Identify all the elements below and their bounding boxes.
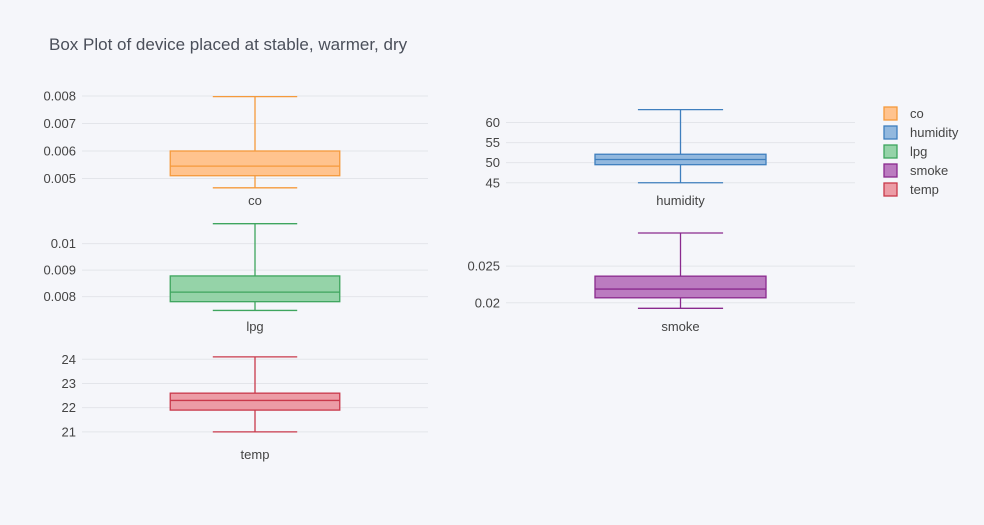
y-tick-label-humidity: 60 [486,115,500,130]
x-category-label-smoke: smoke [661,319,699,334]
subplot-smoke: 0.02 0.025 smoke [467,232,855,334]
chart-title: Box Plot of device placed at stable, war… [49,35,408,54]
y-tick-label-humidity: 55 [486,135,500,150]
subplot-co: 0.005 0.006 0.007 0.008 co [43,89,428,208]
y-tick-label-temp: 24 [62,352,76,367]
y-tick-label-temp: 21 [62,424,76,439]
legend-item-co[interactable]: co [883,106,924,121]
legend-label-temp: temp [910,182,939,197]
y-tick-label-lpg: 0.008 [43,289,76,304]
y-tick-label-co: 0.006 [43,143,76,158]
y-tick-label-humidity: 45 [486,175,500,190]
legend-item-smoke[interactable]: smoke [883,163,948,178]
legend-item-humidity[interactable]: humidity [883,125,959,140]
y-tick-label-temp: 22 [62,400,76,415]
y-tick-label-smoke: 0.02 [475,295,500,310]
y-tick-label-lpg: 0.009 [43,263,76,278]
y-tick-label-temp: 23 [62,376,76,391]
x-category-label-temp: temp [241,447,270,462]
legend-swatch-co [883,106,898,121]
subplot-lpg: 0.008 0.009 0.01 lpg [43,223,428,334]
legend-swatch-smoke [883,163,898,178]
legend-swatch-humidity [883,125,898,140]
legend-label-lpg: lpg [910,144,927,159]
x-category-label-humidity: humidity [656,193,705,208]
y-tick-label-smoke: 0.025 [467,259,500,274]
box-temp[interactable] [169,392,341,411]
subplot-humidity: 45 50 55 60 humidity [486,108,855,208]
legend[interactable]: co humidity lpg smoke temp [883,106,959,197]
legend-label-co: co [910,106,924,121]
box-smoke[interactable] [594,275,767,299]
box-lpg[interactable] [169,275,341,303]
subplot-temp: 21 22 23 24 temp [62,352,428,462]
y-tick-label-co: 0.007 [43,116,76,131]
x-category-label-lpg: lpg [246,319,263,334]
legend-item-lpg[interactable]: lpg [883,144,927,159]
legend-swatch-lpg [883,144,898,159]
legend-item-temp[interactable]: temp [883,182,939,197]
y-tick-label-humidity: 50 [486,155,500,170]
legend-swatch-temp [883,182,898,197]
y-tick-label-co: 0.008 [43,89,76,104]
box-co[interactable] [169,150,341,177]
legend-label-humidity: humidity [910,125,959,140]
y-tick-label-lpg: 0.01 [51,236,76,251]
y-tick-label-co: 0.005 [43,171,76,186]
x-category-label-co: co [248,193,262,208]
legend-label-smoke: smoke [910,163,948,178]
